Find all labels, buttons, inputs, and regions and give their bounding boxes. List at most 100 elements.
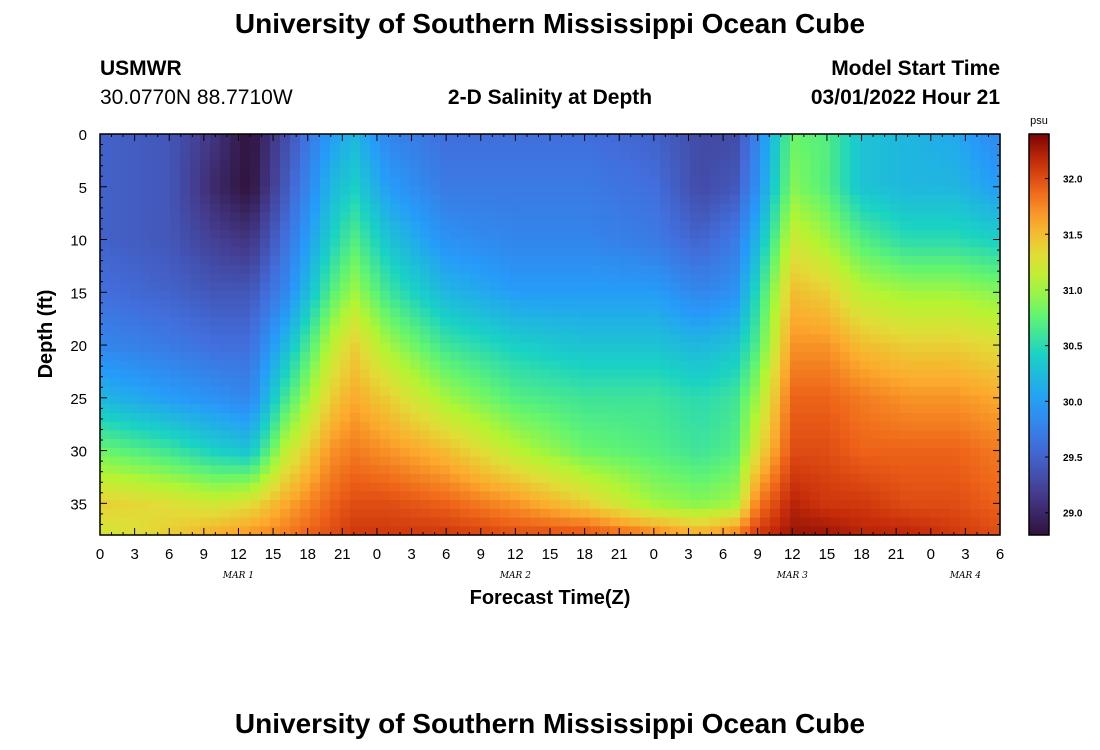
heatmap-cell (300, 238, 311, 248)
heatmap-cell (310, 256, 321, 266)
heatmap-cell (960, 168, 971, 179)
heatmap-cell (110, 177, 121, 187)
heatmap-cell (200, 473, 211, 484)
heatmap-cell (580, 203, 591, 214)
heatmap-cell (710, 491, 721, 501)
heatmap-cell (720, 273, 731, 283)
heatmap-cell (690, 256, 701, 266)
heatmap-cell (320, 308, 331, 318)
heatmap-cell (360, 430, 371, 440)
heatmap-cell (830, 282, 841, 292)
heatmap-cell (530, 203, 541, 214)
heatmap-cell (600, 404, 611, 414)
heatmap-cell (670, 151, 681, 161)
heatmap-cell (200, 482, 211, 493)
heatmap-cell (730, 212, 741, 222)
heatmap-cell (720, 465, 731, 475)
heatmap-cell (380, 256, 391, 266)
heatmap-cell (550, 412, 561, 423)
heatmap-cell (790, 369, 801, 379)
heatmap-cell (400, 317, 411, 327)
heatmap-cell (900, 247, 911, 257)
heatmap-cell (500, 343, 511, 353)
heatmap-cell (450, 308, 461, 318)
heatmap-cell (180, 290, 191, 301)
heatmap-cell (700, 308, 711, 318)
heatmap-cell (990, 334, 1001, 344)
heatmap-cell (370, 439, 381, 449)
heatmap-cell (510, 378, 521, 388)
heatmap-cell (920, 273, 931, 283)
heatmap-cell (420, 500, 431, 510)
heatmap-cell (690, 308, 701, 318)
heatmap-cell (400, 404, 411, 414)
heatmap-cell (580, 343, 591, 353)
heatmap-cell (320, 282, 331, 292)
heatmap-cell (290, 404, 301, 414)
heatmap-cell (700, 256, 711, 266)
heatmap-cell (200, 282, 211, 292)
heatmap-cell (610, 212, 621, 222)
heatmap-cell (910, 343, 921, 353)
heatmap-cell (350, 229, 361, 240)
heatmap-cell (770, 168, 781, 179)
heatmap-cell (390, 456, 401, 466)
heatmap-cell (540, 473, 551, 484)
heatmap-cell (740, 325, 751, 336)
heatmap-cell (830, 299, 841, 309)
heatmap-cell (830, 256, 841, 266)
heatmap-cell (970, 395, 981, 405)
heatmap-cell (370, 421, 381, 431)
heatmap-cell (750, 177, 761, 187)
heatmap-cell (950, 290, 961, 301)
heatmap-cell (820, 447, 831, 458)
heatmap-cell (490, 430, 501, 440)
heatmap-cell (500, 160, 511, 170)
heatmap-cell (560, 221, 571, 231)
heatmap-cell (670, 351, 681, 362)
heatmap-cell (670, 439, 681, 449)
heatmap-cell (920, 142, 931, 153)
heatmap-cell (150, 221, 161, 231)
heatmap-cell (490, 508, 501, 519)
y-tick-label: 10 (70, 233, 87, 250)
heatmap-cell (850, 473, 861, 484)
heatmap-cell (650, 247, 661, 257)
heatmap-cell (670, 343, 681, 353)
heatmap-cell (940, 168, 951, 179)
heatmap-cell (610, 256, 621, 266)
heatmap-cell (140, 238, 151, 248)
heatmap-cell (690, 369, 701, 379)
heatmap-cell (760, 439, 771, 449)
heatmap-cell (520, 456, 531, 466)
heatmap-cell (810, 430, 821, 440)
heatmap-cell (560, 273, 571, 283)
heatmap-cell (470, 151, 481, 161)
heatmap-cell (170, 447, 181, 458)
heatmap-cell (590, 465, 601, 475)
heatmap-cell (810, 412, 821, 423)
heatmap-cell (810, 473, 821, 484)
heatmap-cell (980, 500, 991, 510)
heatmap-cell (650, 325, 661, 336)
heatmap-cell (120, 430, 131, 440)
heatmap-cell (580, 456, 591, 466)
x-tick-label: 15 (819, 546, 836, 563)
heatmap-cell (590, 369, 601, 379)
heatmap-cell (450, 412, 461, 423)
heatmap-cell (570, 386, 581, 397)
heatmap-cell (690, 203, 701, 214)
heatmap-cell (790, 308, 801, 318)
heatmap-cell (490, 212, 501, 222)
heatmap-cell (330, 290, 341, 301)
heatmap-cell (140, 273, 151, 283)
heatmap-cell (800, 325, 811, 336)
heatmap-cell (890, 256, 901, 266)
heatmap-cell (590, 456, 601, 466)
heatmap-cell (390, 142, 401, 153)
heatmap-cell (980, 351, 991, 362)
heatmap-cell (450, 229, 461, 240)
heatmap-cell (490, 351, 501, 362)
x-tick-label: 18 (853, 546, 870, 563)
heatmap-cell (830, 500, 841, 510)
